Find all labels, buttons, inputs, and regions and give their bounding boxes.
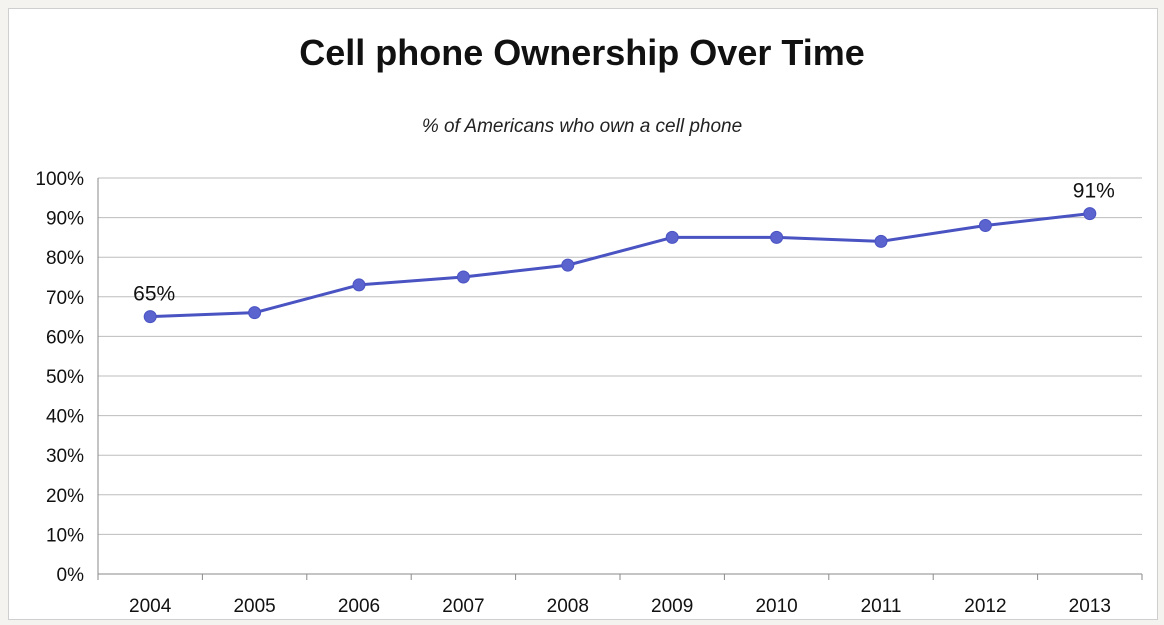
y-axis-tick-labels: 0% 10% 20% 30% 40% 50% 60% 70% 80% 90% 100% (35, 169, 84, 586)
y-tick-label: 90% (46, 209, 84, 230)
data-point-2011 (874, 234, 888, 248)
x-tick-label: 2012 (964, 596, 1006, 617)
x-tick-label: 2005 (233, 596, 275, 617)
series-line (150, 212, 1090, 319)
data-labels: 65% 91% (133, 180, 1115, 306)
grid-lines (98, 177, 1142, 535)
series-layer (143, 207, 1097, 324)
data-point-2008 (561, 258, 575, 272)
y-tick-label: 10% (46, 525, 84, 546)
x-tick-label: 2010 (755, 596, 797, 617)
y-tick-label: 80% (46, 248, 84, 269)
data-point-2009 (665, 230, 679, 244)
x-tick-label: 2011 (861, 596, 902, 617)
y-tick-label: 100% (35, 169, 84, 190)
x-tick-label: 2004 (129, 596, 172, 617)
y-tick-label: 30% (46, 446, 84, 467)
data-point-2012 (978, 219, 992, 233)
data-point-2006 (352, 278, 366, 292)
axes (97, 178, 1143, 580)
x-tick-label: 2013 (1069, 596, 1111, 617)
y-tick-label: 40% (46, 407, 84, 428)
y-tick-label: 50% (46, 367, 84, 388)
data-point-2005 (248, 306, 262, 320)
x-tick-label: 2009 (651, 596, 693, 617)
x-tick-label: 2006 (338, 596, 380, 617)
x-tick-label: 2007 (442, 596, 484, 617)
x-tick-label: 2008 (547, 596, 589, 617)
x-axis-tick-labels: 2004 2005 2006 2007 2008 2009 2010 2011 2012 2013 (129, 596, 1111, 617)
chart-subtitle: % of Americans who own a cell phone (421, 116, 743, 137)
data-point-2007 (456, 270, 470, 284)
y-tick-label: 60% (46, 327, 84, 348)
data-point-2004 (143, 310, 157, 324)
data-point-2013 (1083, 207, 1097, 221)
chart-title: Cell phone Ownership Over Time (299, 32, 865, 73)
y-tick-label: 20% (46, 486, 84, 507)
y-tick-label: 0% (57, 565, 85, 586)
data-point-2010 (770, 230, 784, 244)
data-label: 91% (1073, 180, 1115, 203)
data-label: 65% (133, 283, 175, 306)
y-tick-label: 70% (46, 288, 84, 309)
